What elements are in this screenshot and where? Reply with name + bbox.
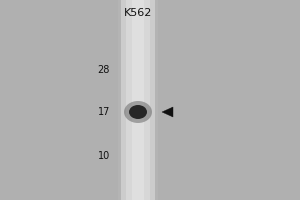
- Bar: [132, 0, 144, 200]
- Text: 17: 17: [98, 107, 110, 117]
- Text: 28: 28: [98, 65, 110, 75]
- Ellipse shape: [124, 101, 152, 123]
- Text: K562: K562: [124, 8, 152, 18]
- Polygon shape: [162, 107, 173, 117]
- Ellipse shape: [129, 105, 147, 119]
- Text: 10: 10: [98, 151, 110, 161]
- Bar: [126, 0, 150, 200]
- Bar: [118, 0, 121, 200]
- Bar: [118, 0, 158, 200]
- Bar: [155, 0, 158, 200]
